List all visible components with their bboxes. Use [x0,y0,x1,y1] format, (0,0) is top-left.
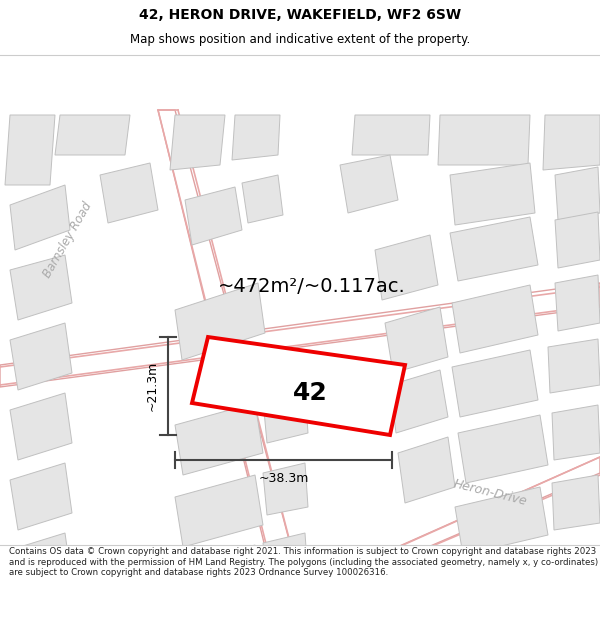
Polygon shape [175,283,265,360]
Polygon shape [555,167,600,220]
Polygon shape [5,115,55,185]
Polygon shape [340,155,398,213]
Polygon shape [55,115,130,155]
Polygon shape [450,217,538,281]
Polygon shape [438,115,530,165]
Text: Map shows position and indicative extent of the property.: Map shows position and indicative extent… [130,33,470,46]
Polygon shape [263,533,308,585]
Polygon shape [543,115,600,170]
Polygon shape [458,415,548,483]
Polygon shape [100,163,158,223]
Text: Contains OS data © Crown copyright and database right 2021. This information is : Contains OS data © Crown copyright and d… [9,548,598,578]
Polygon shape [352,115,430,155]
Polygon shape [375,235,438,300]
Polygon shape [10,393,72,460]
Polygon shape [175,403,263,475]
Polygon shape [452,285,538,353]
Polygon shape [175,545,263,617]
Polygon shape [192,337,405,435]
Polygon shape [555,212,600,268]
Polygon shape [450,163,535,225]
Polygon shape [175,475,263,547]
Polygon shape [385,307,448,373]
Polygon shape [242,175,283,223]
Polygon shape [158,110,305,600]
Polygon shape [10,185,70,250]
Polygon shape [0,283,600,387]
Polygon shape [278,457,600,600]
Text: ~38.3m: ~38.3m [259,471,308,484]
Polygon shape [10,255,72,320]
Polygon shape [185,187,242,245]
Text: Barnsley Road: Barnsley Road [41,200,95,280]
Polygon shape [548,339,600,393]
Polygon shape [232,115,280,160]
Polygon shape [452,350,538,417]
Polygon shape [555,275,600,331]
Polygon shape [455,487,548,555]
Polygon shape [552,405,600,460]
Polygon shape [263,463,308,515]
Polygon shape [170,115,225,170]
Text: ~21.3m: ~21.3m [146,361,158,411]
Polygon shape [263,390,308,443]
Text: Heron-Drive: Heron-Drive [452,478,528,509]
Polygon shape [390,370,448,433]
Text: 42, HERON DRIVE, WAKEFIELD, WF2 6SW: 42, HERON DRIVE, WAKEFIELD, WF2 6SW [139,8,461,22]
Polygon shape [398,437,455,503]
Polygon shape [10,463,72,530]
Polygon shape [552,475,600,530]
Polygon shape [10,323,72,390]
Text: 42: 42 [293,381,328,405]
Text: ~472m²/~0.117ac.: ~472m²/~0.117ac. [218,278,406,296]
Polygon shape [10,533,72,600]
